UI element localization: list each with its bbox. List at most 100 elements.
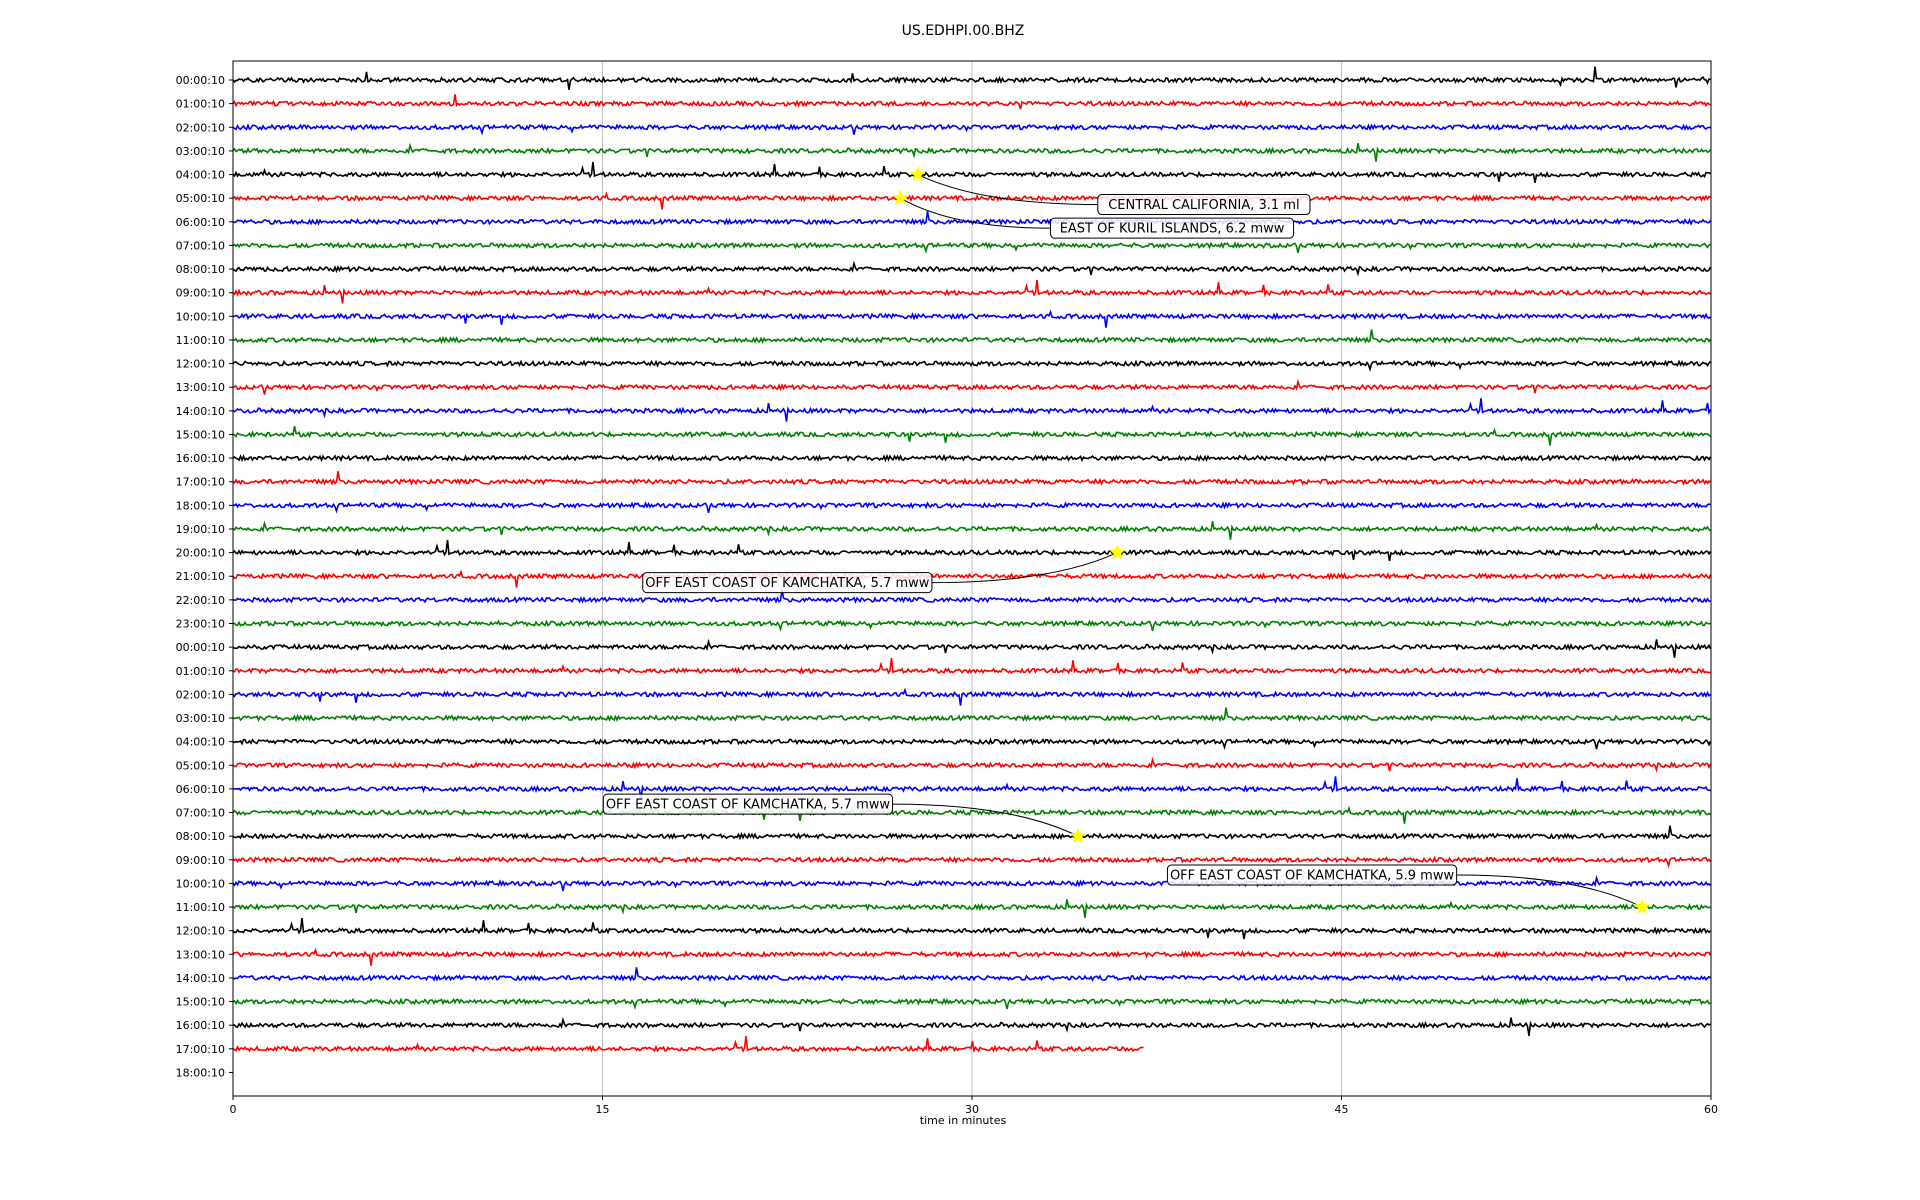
seismic-trace [232, 329, 1712, 345]
x-axis-ticks: 0 15 30 45 60 [230, 1096, 1718, 1116]
event-label-box [1050, 217, 1295, 239]
seismic-trace [232, 520, 1711, 540]
row-time-label: 09:00:10 [176, 287, 225, 300]
row-time-label: 04:00:10 [176, 169, 225, 182]
event-star-marker [1069, 827, 1087, 844]
row-time-label: 05:00:10 [176, 192, 225, 205]
row-time-label: 09:00:10 [176, 854, 225, 867]
seismic-trace [232, 161, 1711, 184]
row-time-label: 17:00:10 [176, 476, 225, 489]
seismic-trace [232, 997, 1711, 1011]
row-time-label: 19:00:10 [176, 523, 225, 536]
event-star-marker [1633, 898, 1651, 915]
seismic-trace [232, 260, 1712, 277]
event-star-marker [1109, 543, 1126, 560]
event-label: CENTRAL CALIFORNIA, 3.1 ml [1108, 198, 1299, 213]
row-time-label: 06:00:10 [176, 216, 225, 229]
event-annotation: OFF EAST COAST OF KAMCHATKA, 5.7 mww [642, 543, 1126, 594]
row-time-label: 16:00:10 [176, 1019, 225, 1032]
seismic-trace [232, 947, 1712, 966]
event-leader-line [892, 803, 1079, 837]
seismic-trace [232, 398, 1712, 422]
event-star-marker [909, 165, 927, 182]
seismic-trace [232, 658, 1711, 676]
row-time-label: 11:00:10 [176, 901, 225, 914]
seismic-trace [232, 425, 1711, 446]
row-time-label: 12:00:10 [176, 925, 225, 938]
plot-frame [232, 60, 1712, 1097]
row-time-label: 08:00:10 [176, 263, 225, 276]
row-time-label: 14:00:10 [176, 405, 225, 418]
row-time-label: 21:00:10 [176, 570, 225, 583]
x-tick-label: 30 [965, 1103, 979, 1116]
x-tick-label: 45 [1335, 1103, 1349, 1116]
row-time-label: 07:00:10 [176, 239, 225, 252]
row-time-label: 17:00:10 [176, 1043, 225, 1056]
event-label: OFF EAST COAST OF KAMCHATKA, 5.9 mww [1170, 869, 1455, 884]
event-label: OFF EAST COAST OF KAMCHATKA, 5.7 mww [645, 576, 930, 591]
row-time-label: 16:00:10 [176, 452, 225, 465]
event-annotation: OFF EAST COAST OF KAMCHATKA, 5.7 mww [602, 793, 1087, 844]
row-time-label: 12:00:10 [176, 358, 225, 371]
row-time-label: 10:00:10 [176, 310, 225, 323]
seismic-trace [232, 874, 1712, 892]
event-leader-line [900, 197, 1051, 229]
x-tick-label: 60 [1704, 1103, 1718, 1116]
event-label: OFF EAST COAST OF KAMCHATKA, 5.7 mww [606, 798, 891, 813]
row-time-label: 23:00:10 [176, 617, 225, 630]
row-time-label: 02:00:10 [176, 688, 225, 701]
row-time-label: 22:00:10 [176, 594, 225, 607]
row-time-label: 05:00:10 [176, 759, 225, 772]
x-tick-label: 0 [230, 1103, 237, 1116]
seismic-trace [232, 756, 1712, 774]
trace-group [232, 66, 1712, 1054]
event-annotations: CENTRAL CALIFORNIA, 3.1 ml EAST OF KURIL … [602, 165, 1651, 915]
seismic-trace [232, 123, 1711, 136]
row-time-label: 01:00:10 [176, 98, 225, 111]
row-time-label: 03:00:10 [176, 712, 225, 725]
row-time-label: 00:00:10 [176, 641, 225, 654]
seismic-trace [232, 687, 1712, 706]
seismic-trace [232, 707, 1711, 723]
seismic-trace [232, 569, 1712, 588]
row-time-label: 18:00:10 [176, 1066, 225, 1079]
seismic-trace [232, 825, 1712, 841]
seismic-trace [232, 359, 1712, 373]
event-label-box [602, 793, 894, 815]
row-time-label: 10:00:10 [176, 877, 225, 890]
event-label-box [642, 572, 933, 594]
seismic-trace [232, 378, 1712, 395]
seismic-trace [232, 805, 1711, 824]
seismic-trace [232, 967, 1712, 983]
seismic-trace [232, 539, 1712, 562]
event-annotation: OFF EAST COAST OF KAMCHATKA, 5.9 mww [1166, 864, 1651, 915]
event-leader-line [931, 552, 1118, 584]
x-gridlines [602, 61, 1342, 1096]
row-labels: 00:00:10 01:00:10 02:00:10 03:00:10 04:00:10… [176, 74, 233, 1079]
seismic-trace [233, 501, 1711, 514]
seismic-trace [232, 855, 1712, 869]
seismic-trace [232, 899, 1711, 918]
chart-title: US.EDHPI.00.BHZ [902, 23, 1025, 39]
seismic-trace [232, 638, 1712, 658]
x-tick-label: 15 [596, 1103, 610, 1116]
row-time-label: 13:00:10 [176, 381, 225, 394]
seismic-trace [232, 66, 1711, 90]
row-time-label: 18:00:10 [176, 499, 225, 512]
seismic-trace [232, 191, 1711, 210]
seismic-trace [232, 453, 1712, 463]
seismic-trace [232, 142, 1712, 162]
event-star-marker [892, 189, 909, 206]
event-leader-line [1456, 874, 1643, 908]
seismic-trace [232, 94, 1711, 110]
row-time-label: 03:00:10 [176, 145, 225, 158]
row-time-label: 07:00:10 [176, 807, 225, 820]
event-label-box [1166, 864, 1458, 886]
seismic-trace [232, 471, 1712, 486]
row-time-label: 06:00:10 [176, 783, 225, 796]
seismic-trace [232, 918, 1712, 940]
seismic-trace [232, 776, 1711, 800]
event-annotation: EAST OF KURIL ISLANDS, 6.2 mww [892, 189, 1295, 239]
row-time-label: 13:00:10 [176, 948, 225, 961]
